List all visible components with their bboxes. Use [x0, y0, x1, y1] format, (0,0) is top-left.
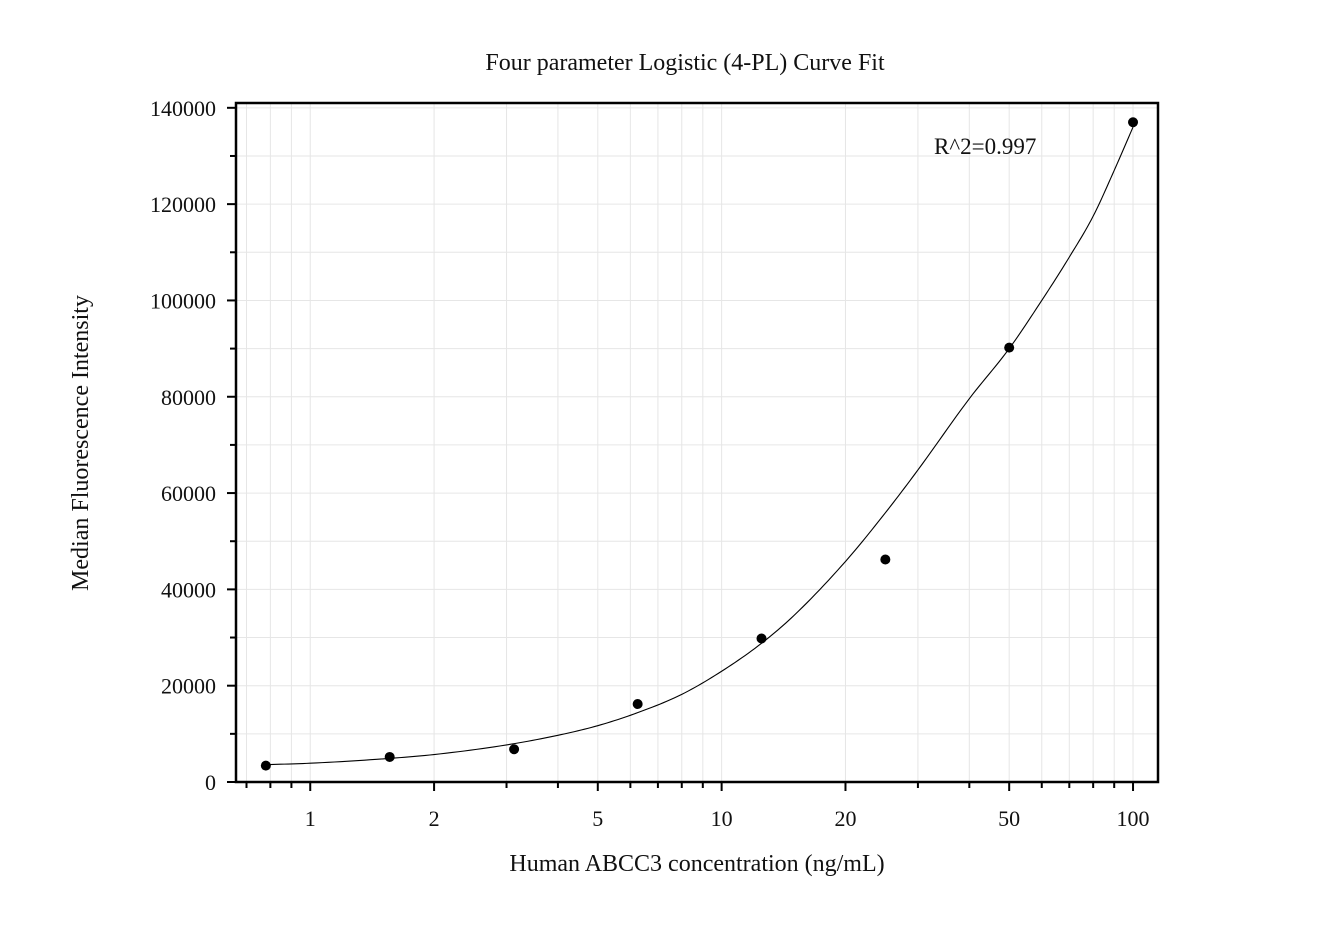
- data-point: [880, 554, 891, 565]
- data-point: [632, 698, 643, 709]
- data-point: [260, 760, 271, 771]
- r-squared-annotation: R^2=0.997: [934, 134, 1036, 159]
- data-point: [1004, 342, 1015, 353]
- data-point: [756, 633, 767, 644]
- x-tick-labels: 1 2 5 10 20 50 100: [305, 806, 1150, 831]
- y-tick-label: 0: [205, 770, 216, 795]
- fit-curve: [265, 126, 1134, 766]
- x-tick-label: 50: [998, 806, 1020, 831]
- data-point: [1128, 117, 1139, 128]
- x-tick-label: 2: [429, 806, 440, 831]
- x-tick-label: 1: [305, 806, 316, 831]
- x-tick-label: 20: [834, 806, 856, 831]
- plot-frame: [234, 101, 1160, 784]
- y-tick-label: 80000: [161, 385, 216, 410]
- y-axis-label: Median Fluorescence Intensity: [68, 295, 94, 591]
- x-axis-label: Human ABCC3 concentration (ng/mL): [509, 851, 884, 877]
- fit-curve-layer: [265, 126, 1134, 766]
- data-point: [384, 751, 395, 762]
- ticks-layer: [227, 106, 1135, 791]
- data-points-layer: [260, 117, 1139, 771]
- x-tick-label: 5: [592, 806, 603, 831]
- chart-title: Four parameter Logistic (4-PL) Curve Fit: [485, 50, 885, 76]
- y-tick-label: 40000: [161, 577, 216, 602]
- y-tick-label: 120000: [150, 192, 216, 217]
- x-tick-label: 10: [711, 806, 733, 831]
- y-tick-labels: 0 20000 40000 60000 80000 100000 120000 140000: [150, 96, 216, 795]
- y-tick-label: 140000: [150, 96, 216, 121]
- grid-layer: [236, 103, 1158, 783]
- y-tick-label: 20000: [161, 674, 216, 699]
- y-tick-label: 60000: [161, 481, 216, 506]
- y-tick-label: 100000: [150, 288, 216, 313]
- data-point: [509, 744, 520, 755]
- x-tick-label: 100: [1117, 806, 1150, 831]
